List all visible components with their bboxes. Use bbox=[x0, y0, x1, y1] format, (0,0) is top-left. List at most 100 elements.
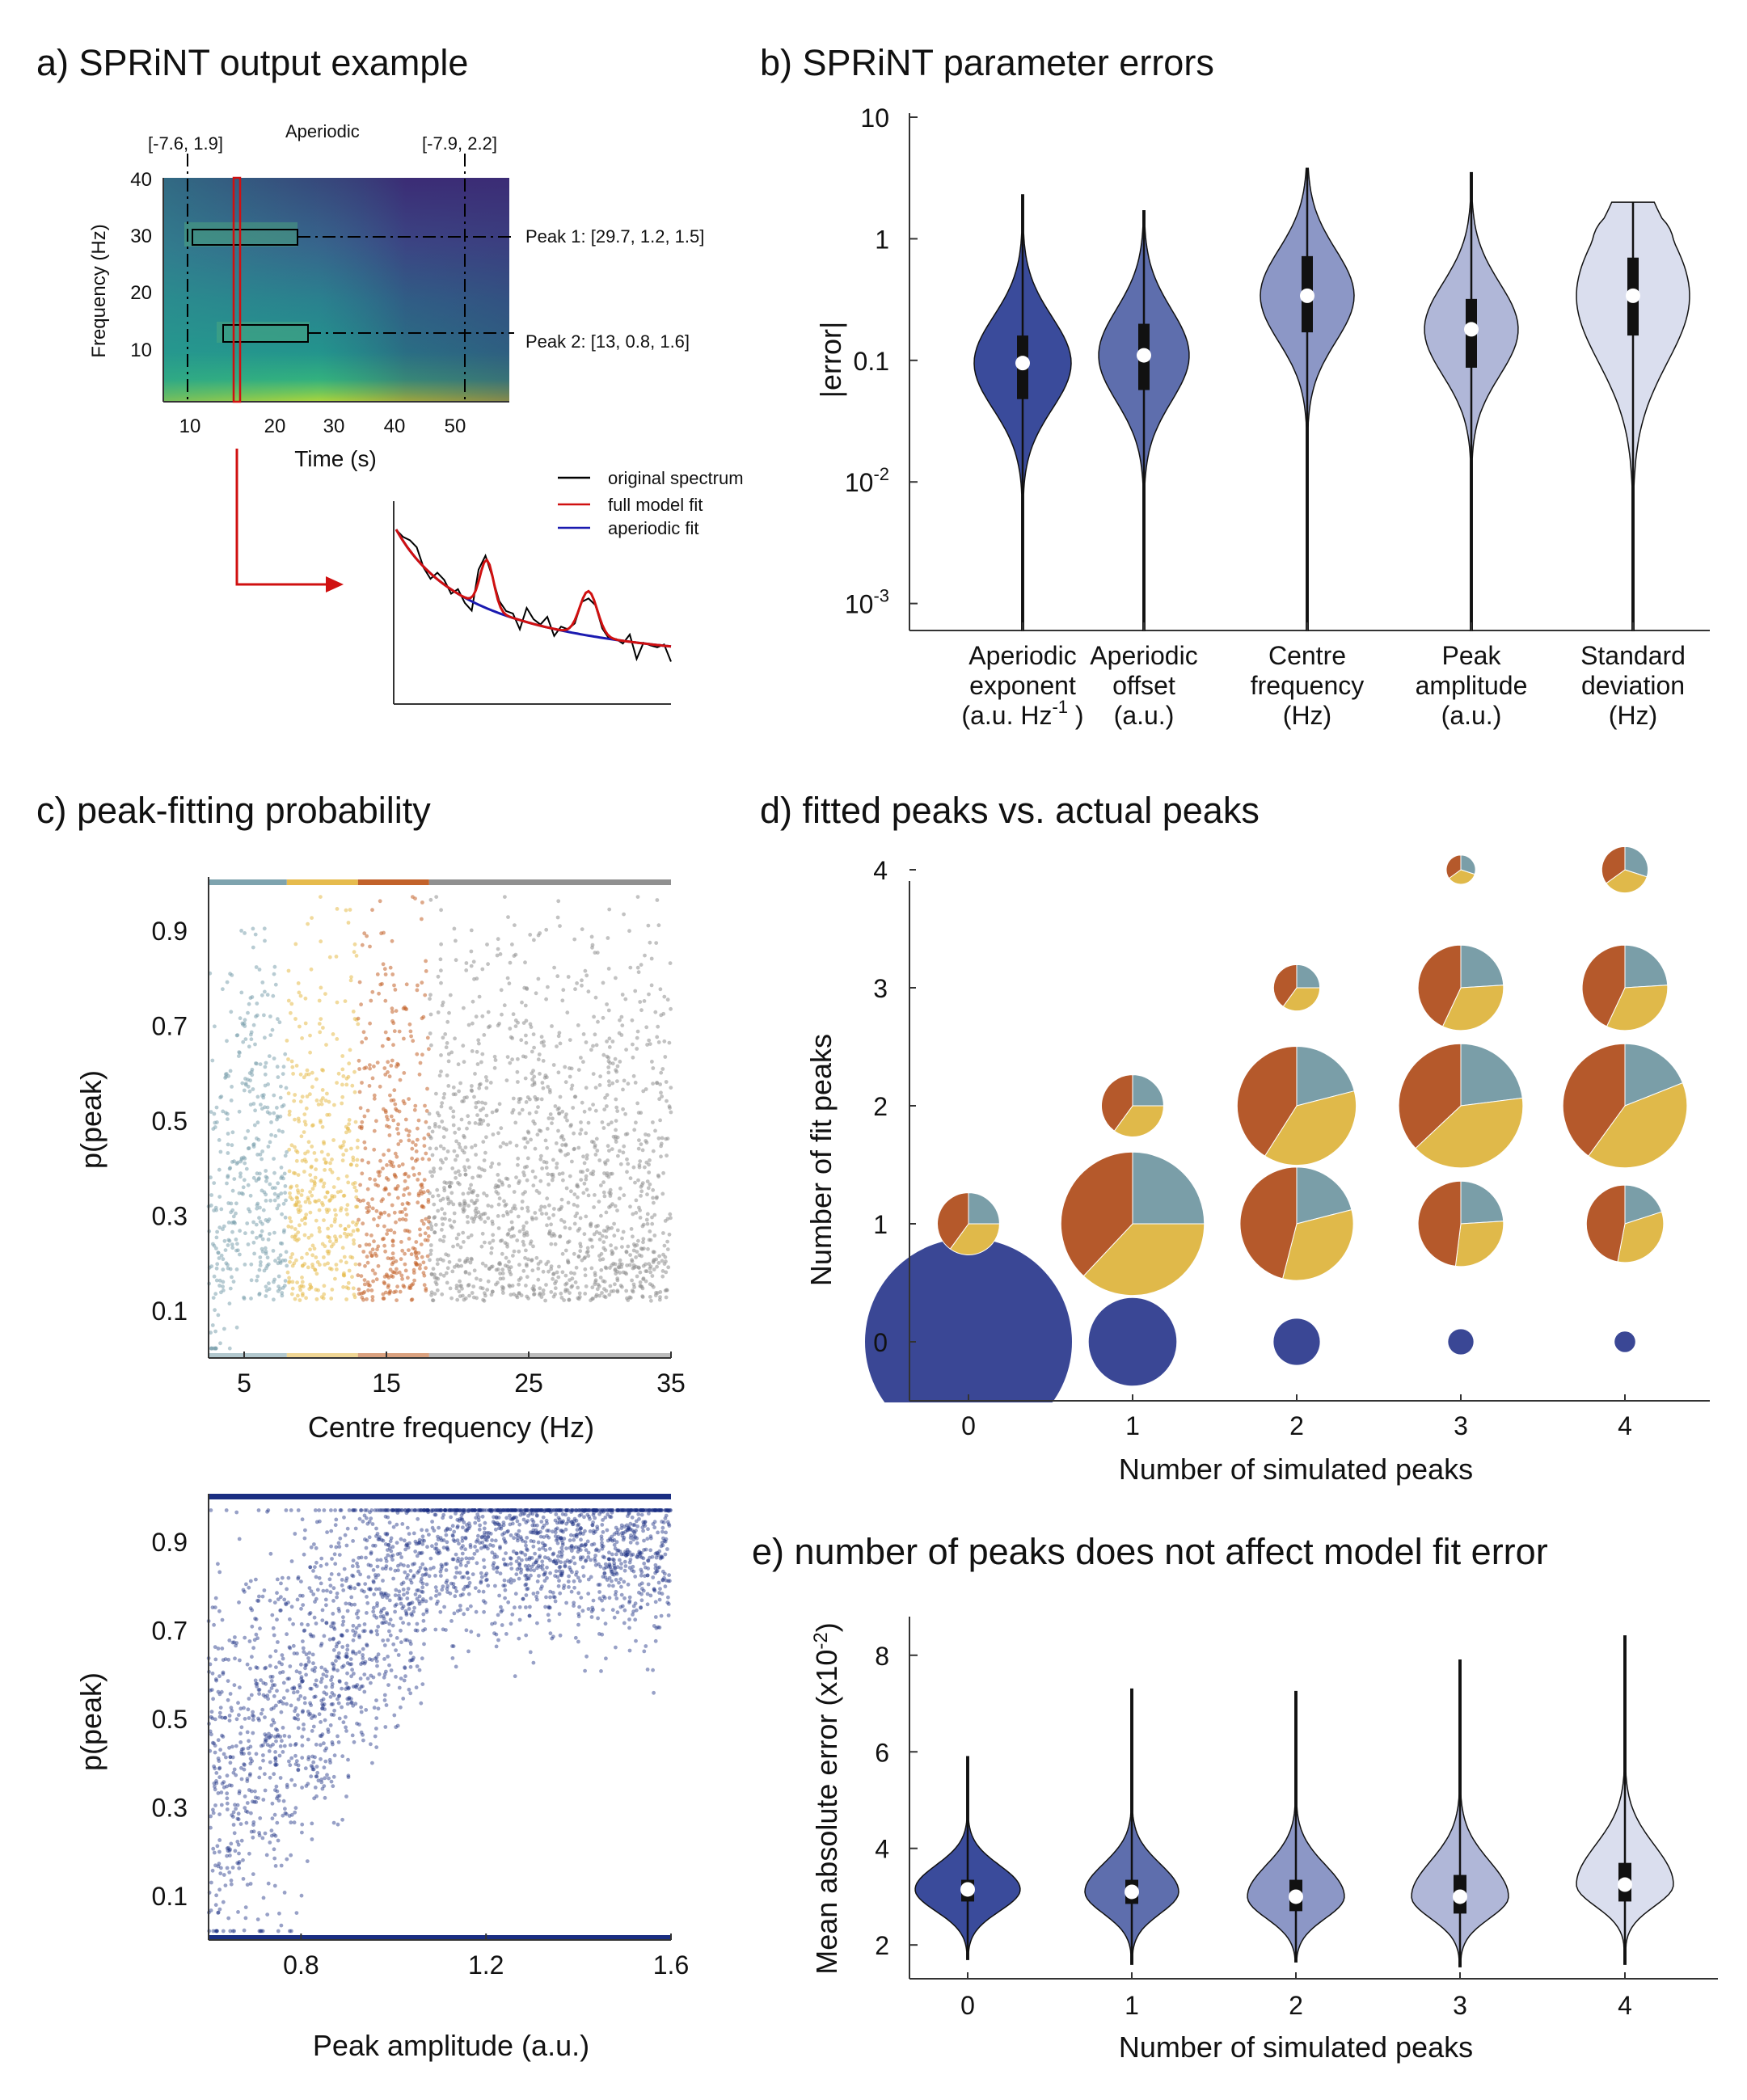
panel-c-top-point bbox=[471, 1220, 475, 1224]
panel-c-bottom-point bbox=[379, 1608, 384, 1613]
panel-c-top-point bbox=[475, 976, 479, 981]
panel-c-bottom-point bbox=[589, 1575, 593, 1579]
panel-c-bottom-point bbox=[237, 1789, 242, 1794]
panel-c-top-point bbox=[499, 988, 504, 993]
panel-c-bottom-point bbox=[364, 1708, 369, 1712]
panel-c-top-point bbox=[606, 1144, 610, 1149]
panel-c-top-point bbox=[458, 1173, 462, 1177]
panel-c-top-point bbox=[497, 1196, 502, 1200]
panel-c-top-point bbox=[513, 1120, 518, 1125]
panel-c-top-point bbox=[666, 1265, 671, 1270]
panel-c-bottom-point bbox=[535, 1579, 540, 1583]
panel-c-top-point bbox=[373, 1178, 378, 1183]
panel-c-bottom-point bbox=[375, 1664, 379, 1668]
panel-c-bottom-point bbox=[279, 1710, 284, 1714]
panel-c-top-point bbox=[473, 1143, 478, 1148]
panel-c-top-point bbox=[255, 1278, 259, 1283]
panel-c-top-point bbox=[576, 1195, 580, 1200]
panel-c-top-point bbox=[508, 960, 513, 965]
panel-c-top-point bbox=[403, 1179, 407, 1183]
panel-c-bottom-point bbox=[387, 1621, 392, 1626]
panel-c-bottom-point bbox=[310, 1668, 314, 1672]
panel-c-top-point bbox=[650, 1215, 654, 1220]
panel-c-top-point bbox=[582, 1256, 587, 1261]
panel-c-top-point bbox=[344, 1148, 348, 1153]
panel-c-bottom-point bbox=[342, 1515, 346, 1520]
panel-c-top-point bbox=[568, 1074, 572, 1079]
panel-c-top-point bbox=[225, 1039, 229, 1044]
panel-c-top-point bbox=[553, 1242, 558, 1246]
panel-c-top-point bbox=[584, 1250, 589, 1255]
panel-c-top-point bbox=[278, 1095, 283, 1100]
panel-c-bottom-point bbox=[376, 1652, 381, 1657]
panel-c-bottom-point bbox=[337, 1694, 341, 1698]
panel-c-top-point bbox=[634, 1211, 639, 1215]
panel-c-bottom-point bbox=[580, 1508, 584, 1512]
panel-c-bottom-point bbox=[575, 1534, 579, 1539]
panel-c-top-point bbox=[228, 1286, 233, 1291]
panel-c-top-point bbox=[470, 1257, 474, 1262]
panel-c-bottom-point bbox=[268, 1775, 272, 1780]
panel-c-top-point bbox=[319, 1098, 323, 1103]
panel-c-bottom-point bbox=[468, 1508, 473, 1512]
panel-c-top-point bbox=[309, 1165, 314, 1170]
panel-c-bottom-point bbox=[273, 1864, 278, 1868]
panel-c-bottom-point bbox=[625, 1547, 630, 1552]
spectrogram-x-ticks: 10 20 30 40 50 bbox=[179, 415, 466, 437]
panel-c-top-point bbox=[367, 1084, 372, 1088]
panel-c-top-point bbox=[563, 1273, 568, 1278]
panel-c-bottom-point bbox=[663, 1516, 668, 1520]
panel-c-top-point bbox=[641, 1240, 645, 1245]
spectrogram-xtick: 10 bbox=[179, 415, 201, 437]
panel-c-top-point bbox=[237, 1191, 242, 1195]
panel-c-bottom-point bbox=[284, 1811, 289, 1816]
panel-c-bottom-point bbox=[657, 1549, 662, 1554]
panel-c-top-point bbox=[365, 1232, 369, 1237]
panel-c-top-point bbox=[298, 1288, 302, 1292]
panel-c-bottom-point bbox=[216, 1756, 221, 1761]
panel-c-bottom-point bbox=[282, 1597, 287, 1602]
panel-c-top-point bbox=[223, 1248, 228, 1252]
panel-c-top-point bbox=[343, 1231, 347, 1236]
panel-c-top-point bbox=[381, 1292, 386, 1297]
panel-c-bottom-point bbox=[349, 1595, 354, 1600]
panel-c-top-point bbox=[609, 1204, 613, 1208]
panel-c-top-point bbox=[209, 1110, 213, 1114]
panel-c-top-point bbox=[354, 954, 359, 958]
panel-c-bottom-point bbox=[615, 1610, 620, 1615]
panel-c-top-point bbox=[452, 1149, 457, 1153]
panel-c-top-point bbox=[462, 1133, 466, 1138]
panel-c-bottom-point bbox=[614, 1645, 618, 1650]
panel-c-top-point bbox=[331, 1138, 335, 1142]
panel-c-bottom-point bbox=[357, 1582, 361, 1587]
panel-c-bottom-point bbox=[436, 1599, 440, 1604]
panel-c-top-point bbox=[327, 1249, 331, 1254]
panel-c-bottom-point bbox=[493, 1527, 498, 1532]
spectrogram-ylabel: Frequency (Hz) bbox=[88, 224, 110, 357]
panel-c-top-point bbox=[382, 1066, 387, 1070]
panel-c-bottom-point bbox=[394, 1675, 398, 1679]
panel-c-top-point bbox=[556, 1128, 560, 1133]
panel-c-bottom-point bbox=[268, 1744, 272, 1748]
panel-c-bottom-point bbox=[297, 1685, 302, 1689]
panel-c-top-point bbox=[614, 1128, 618, 1132]
panel-c-bottom-point bbox=[280, 1739, 284, 1744]
panel-c-top-point bbox=[418, 1227, 422, 1232]
panel-c-top-point bbox=[285, 1149, 289, 1154]
panel-c-bottom-point bbox=[648, 1555, 652, 1560]
panel-c-bottom-point bbox=[322, 1634, 327, 1638]
panel-c-top-point bbox=[369, 1233, 373, 1238]
panel-c-bottom-point bbox=[242, 1706, 246, 1710]
panel-c-top-point bbox=[376, 1244, 381, 1249]
zoom-arrow-head bbox=[326, 576, 344, 592]
panel-c-bottom-point bbox=[452, 1611, 457, 1616]
panel-c-bottom-point bbox=[375, 1558, 380, 1562]
panel-c-bottom-point bbox=[614, 1571, 618, 1575]
panel-c-top-point bbox=[423, 1103, 427, 1108]
panel-c-top-point bbox=[400, 1248, 405, 1253]
panel-c-top-point bbox=[303, 1200, 308, 1204]
panel-c-top-point bbox=[306, 1140, 311, 1145]
panel-c-top-point bbox=[517, 1278, 521, 1282]
panel-c-top-point bbox=[420, 1157, 425, 1162]
panel-c-top-point bbox=[378, 982, 383, 987]
